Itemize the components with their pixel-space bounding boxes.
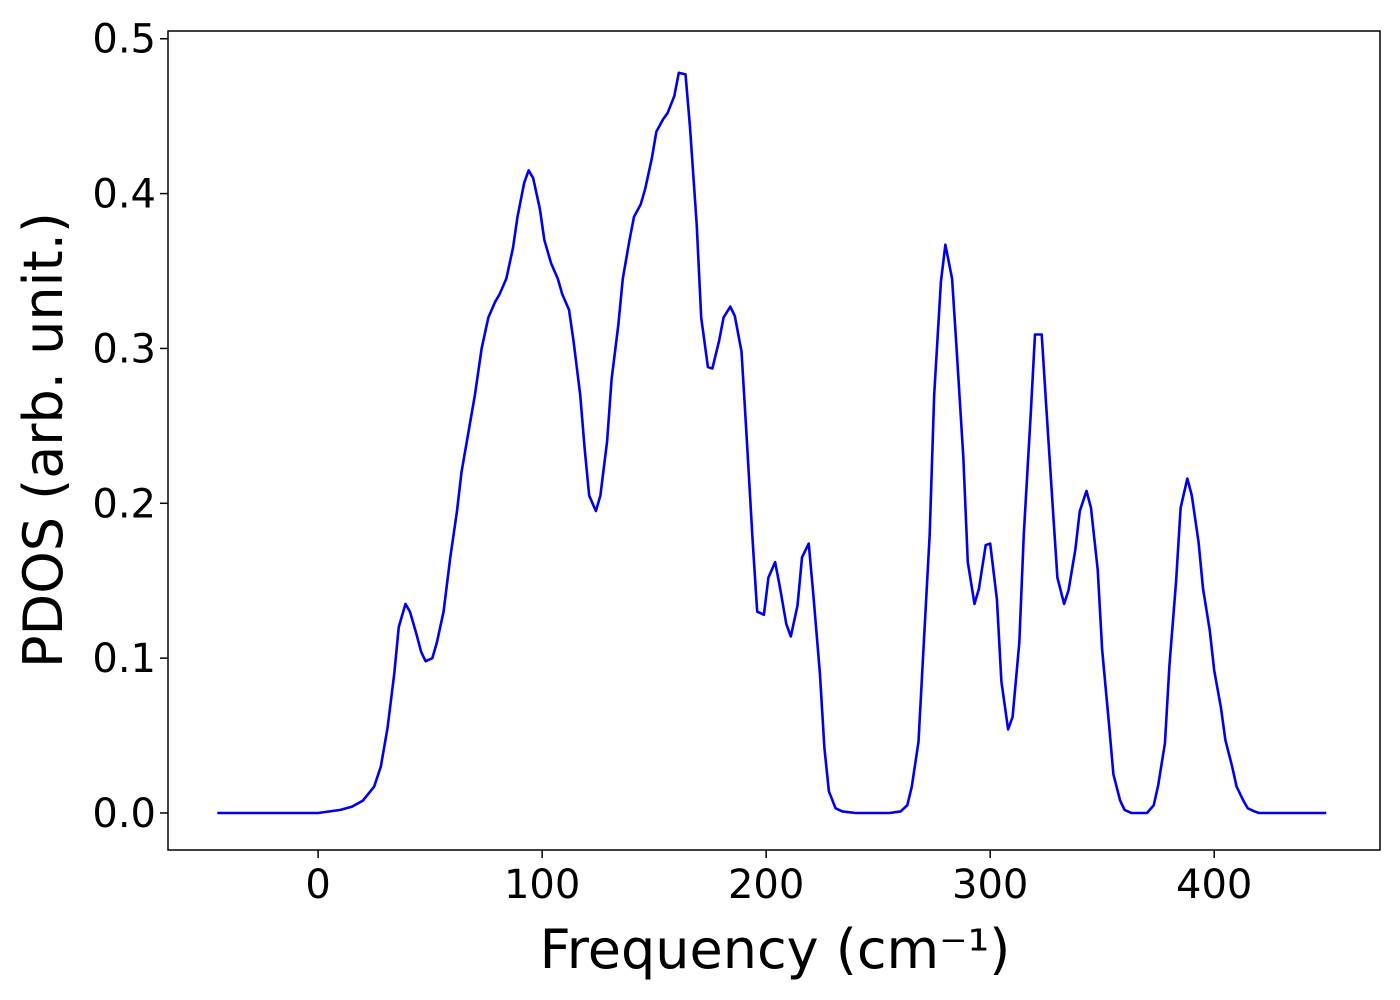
x-axis-label: Frequency (cm⁻¹) bbox=[540, 918, 1011, 981]
y-tick-label: 0.2 bbox=[92, 481, 156, 527]
x-tick-label: 400 bbox=[1176, 862, 1252, 908]
y-tick-label: 0.4 bbox=[92, 172, 156, 218]
x-tick-label: 300 bbox=[952, 862, 1028, 908]
data-line bbox=[217, 71, 1327, 815]
x-tick-label: 200 bbox=[728, 862, 804, 908]
y-tick-label: 0.1 bbox=[92, 636, 156, 682]
y-tick-label: 0.3 bbox=[92, 326, 156, 372]
x-tick-label: 0 bbox=[305, 862, 330, 908]
y-tick-label: 0.0 bbox=[92, 791, 156, 837]
y-axis-label: PDOS (arb. unit.) bbox=[12, 212, 75, 668]
x-tick-label: 100 bbox=[504, 862, 580, 908]
plot-frame bbox=[167, 30, 1381, 851]
y-tick-label: 0.5 bbox=[92, 17, 156, 63]
